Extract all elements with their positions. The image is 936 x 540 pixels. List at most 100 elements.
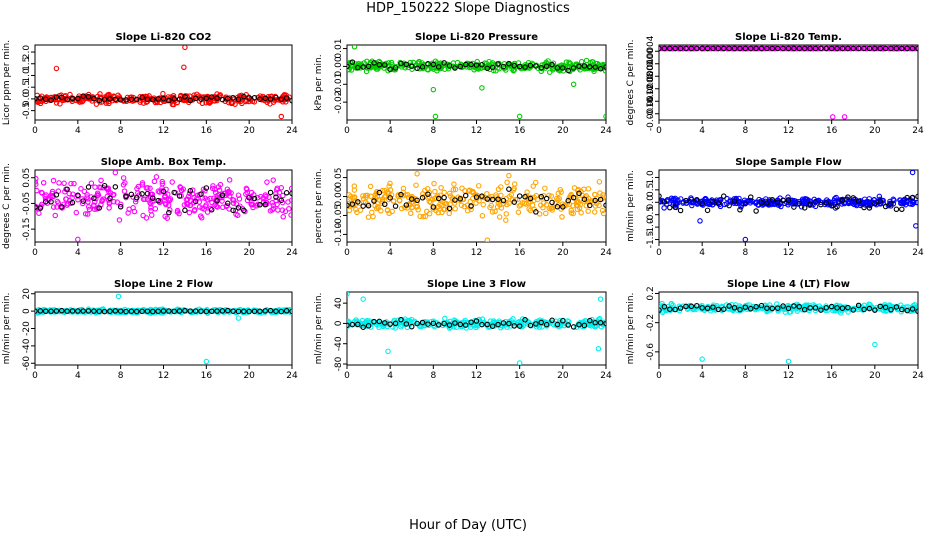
hourly-point bbox=[495, 321, 501, 328]
data-point bbox=[159, 178, 166, 185]
data-point bbox=[186, 209, 193, 216]
scatter-points bbox=[35, 45, 292, 120]
hourly-point bbox=[262, 95, 268, 102]
hourly-point bbox=[677, 305, 684, 311]
hourly-point bbox=[133, 194, 140, 201]
hourly-point bbox=[355, 64, 361, 71]
y-tick-label: 0.5 bbox=[22, 80, 32, 94]
data-point bbox=[373, 190, 380, 196]
hourly-point bbox=[392, 65, 399, 71]
y-tick-label: 0 bbox=[334, 320, 344, 326]
hourly-point bbox=[726, 202, 732, 209]
hourly-point bbox=[560, 318, 566, 324]
hourly-point bbox=[176, 96, 183, 102]
data-point bbox=[766, 199, 773, 206]
hourly-point bbox=[742, 45, 749, 52]
x-tick-label: 4 bbox=[75, 126, 81, 136]
data-point bbox=[349, 195, 356, 201]
data-point bbox=[744, 45, 750, 52]
hourly-point bbox=[915, 308, 918, 315]
hourly-point bbox=[166, 209, 172, 216]
data-point bbox=[511, 60, 518, 67]
y-tick-label: 0.01 bbox=[334, 39, 344, 59]
chart-title: Slope Line 3 Flow bbox=[427, 279, 526, 290]
hourly-point bbox=[909, 306, 916, 312]
hourly-point bbox=[435, 322, 442, 328]
data-point bbox=[460, 196, 467, 203]
hourly-point bbox=[882, 203, 889, 210]
data-point bbox=[484, 190, 490, 197]
data-point bbox=[143, 215, 150, 221]
x-tick-label: 24 bbox=[912, 248, 924, 258]
data-point bbox=[847, 45, 853, 52]
data-point bbox=[160, 90, 166, 97]
data-point bbox=[232, 101, 238, 107]
data-point bbox=[267, 93, 274, 100]
data-point bbox=[151, 178, 158, 185]
hourly-point bbox=[780, 197, 786, 203]
outlier-point bbox=[872, 341, 878, 348]
hourly-point bbox=[283, 308, 290, 314]
data-point bbox=[463, 325, 469, 331]
scatter-points bbox=[659, 300, 918, 365]
outlier-point bbox=[115, 293, 122, 300]
x-tick-label: 16 bbox=[514, 371, 526, 381]
hourly-point bbox=[823, 45, 830, 52]
hourly-point bbox=[112, 308, 119, 314]
hourly-point bbox=[796, 303, 803, 310]
hourly-point bbox=[758, 302, 765, 309]
hourly-point bbox=[796, 200, 803, 207]
hourly-point bbox=[37, 308, 44, 314]
data-point bbox=[139, 182, 146, 188]
data-point bbox=[275, 207, 281, 213]
hourly-point bbox=[59, 204, 65, 210]
hourly-point bbox=[235, 308, 242, 315]
hourly-point bbox=[570, 65, 577, 71]
hourly-point bbox=[278, 197, 285, 204]
hourly-point bbox=[904, 307, 910, 314]
data-point bbox=[493, 192, 499, 198]
hourly-point bbox=[289, 308, 292, 315]
x-tick-label: 4 bbox=[699, 371, 705, 381]
data-point bbox=[432, 188, 438, 195]
hourly-point bbox=[909, 45, 916, 52]
hourly-point bbox=[267, 189, 274, 196]
data-point bbox=[428, 199, 434, 206]
hourly-point bbox=[872, 200, 878, 207]
data-point bbox=[888, 203, 894, 209]
y-tick-label: -0.05 bbox=[22, 192, 32, 215]
hourly-point bbox=[187, 188, 194, 194]
x-axis-title: Hour of Day (UTC) bbox=[409, 518, 527, 533]
hourly-point bbox=[441, 60, 447, 66]
hourly-point bbox=[661, 199, 668, 205]
y-tick-label: 1.0 bbox=[646, 170, 656, 185]
data-point bbox=[886, 302, 893, 308]
hourly-point bbox=[791, 45, 797, 52]
hourly-point bbox=[560, 65, 566, 71]
data-point bbox=[88, 180, 95, 186]
hourly-point bbox=[587, 202, 593, 209]
hourly-point bbox=[818, 201, 824, 208]
outlier-point bbox=[516, 360, 523, 365]
hourly-point bbox=[845, 304, 851, 311]
hourly-point bbox=[554, 321, 561, 328]
hourly-point bbox=[230, 207, 236, 214]
hourly-point bbox=[479, 62, 485, 68]
outlier-point bbox=[506, 172, 512, 179]
hourly-point bbox=[462, 61, 469, 68]
hourly-point bbox=[758, 200, 765, 206]
data-point bbox=[215, 184, 222, 190]
x-tick-label: 12 bbox=[471, 371, 482, 381]
data-point bbox=[577, 201, 583, 208]
chart-title: Slope Line 2 Flow bbox=[114, 279, 213, 290]
data-point bbox=[663, 45, 669, 52]
hourly-point bbox=[35, 308, 38, 314]
data-point bbox=[379, 200, 385, 207]
data-point bbox=[452, 186, 459, 193]
data-point bbox=[35, 181, 39, 187]
x-tick-label: 20 bbox=[869, 371, 881, 381]
hourly-point bbox=[80, 93, 86, 99]
data-point bbox=[92, 184, 98, 190]
hourly-point bbox=[834, 45, 840, 52]
data-point bbox=[98, 177, 104, 184]
